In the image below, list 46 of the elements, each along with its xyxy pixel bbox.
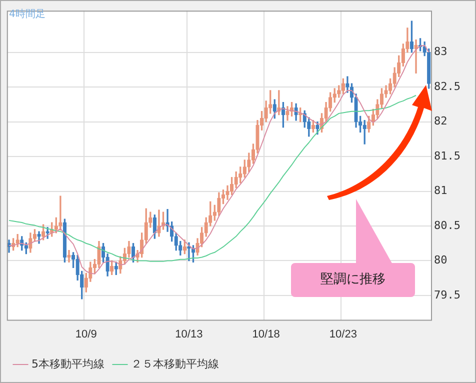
x-tick-label: 10/9 [75, 328, 97, 340]
candlestick [208, 201, 212, 226]
candlestick [24, 242, 28, 254]
y-tick-label: 81 [434, 184, 448, 198]
candlestick [226, 185, 230, 200]
candlestick [54, 217, 58, 234]
candlestick [110, 260, 114, 275]
candlestick [332, 88, 336, 103]
candlestick [41, 224, 46, 240]
chart-title: 4時間足 [9, 8, 46, 21]
y-tick-label: 79.5 [434, 288, 460, 302]
candlestick [337, 85, 341, 98]
candlestick [427, 48, 431, 89]
legend-label: 5本移動平均線 [32, 357, 104, 370]
candlestick [148, 212, 152, 228]
candlestick [217, 192, 221, 216]
y-tick-label: 81.5 [434, 149, 460, 162]
x-tick-label: 10/23 [329, 328, 357, 340]
candlestick [234, 171, 238, 188]
y-tick-label: 82.5 [434, 80, 460, 93]
candlestick [178, 240, 182, 256]
candlestick [127, 240, 131, 258]
y-tick-label: 83 [434, 45, 448, 58]
candlestick [174, 232, 178, 251]
candlestick [97, 240, 101, 268]
candlestick [264, 100, 268, 122]
x-tick-label: 10/18 [252, 328, 280, 340]
candlestick [341, 78, 346, 94]
x-tick-label: 10/13 [175, 328, 203, 340]
y-tick-label: 80 [434, 254, 448, 267]
candlestick [131, 243, 136, 262]
candlestick [144, 208, 148, 244]
candlestick [388, 78, 392, 94]
legend-label: ２５本移動平均線 [131, 357, 219, 370]
candlestick [114, 262, 118, 275]
candlestick [414, 39, 418, 74]
y-tick-label: 80.5 [434, 218, 460, 232]
candlestick [58, 196, 62, 230]
candlestick [204, 217, 208, 237]
callout-box: 堅調に推移 [291, 199, 415, 297]
candlestick [28, 232, 32, 253]
annotation: 堅調に推移 [291, 263, 415, 297]
y-tick-label: 82 [434, 114, 448, 128]
candlestick [37, 231, 41, 244]
candlestick [286, 106, 290, 121]
candlestick [247, 152, 251, 172]
